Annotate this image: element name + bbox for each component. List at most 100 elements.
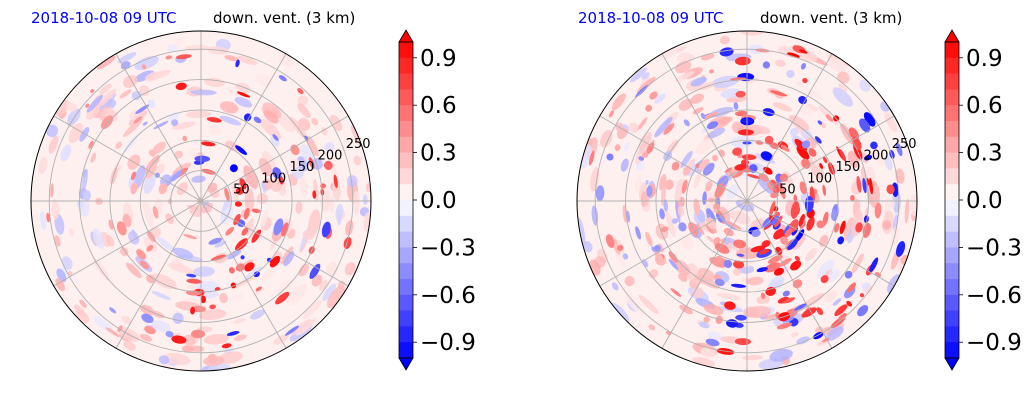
field-blob bbox=[746, 173, 761, 179]
colorbar-segment bbox=[945, 231, 959, 248]
field-blob bbox=[768, 280, 784, 288]
field-blob bbox=[82, 190, 91, 201]
field-blob bbox=[679, 304, 694, 315]
field-blob bbox=[115, 141, 122, 150]
field-blob bbox=[882, 220, 892, 230]
field-blob bbox=[230, 276, 255, 290]
field-blob bbox=[153, 120, 169, 130]
field-blob bbox=[182, 334, 197, 346]
field-blob bbox=[128, 110, 148, 126]
field-blob bbox=[707, 331, 723, 342]
field-blob bbox=[700, 347, 717, 357]
field-blob bbox=[278, 54, 295, 67]
field-blob bbox=[122, 213, 132, 228]
field-blob bbox=[874, 144, 885, 167]
field-blob bbox=[608, 110, 615, 118]
field-blob bbox=[606, 153, 614, 161]
field-blob bbox=[146, 244, 154, 252]
field-blob bbox=[674, 71, 695, 83]
field-blob bbox=[321, 221, 331, 238]
field-blob bbox=[825, 326, 844, 341]
field-blob bbox=[839, 220, 846, 235]
field-blob bbox=[886, 184, 895, 195]
colorbar-segment bbox=[399, 105, 413, 122]
field-blob bbox=[779, 258, 792, 267]
chart-panel-left: 2018-10-08 09 UTC down. vent. (3 km) 50 1… bbox=[30, 9, 476, 372]
colorbar-segment bbox=[945, 215, 959, 233]
field-blob bbox=[807, 103, 818, 112]
field-blob bbox=[66, 101, 77, 112]
field-blob bbox=[716, 213, 723, 223]
field-blob bbox=[588, 150, 595, 166]
ring-label: 150 bbox=[835, 160, 860, 175]
colorbar-segment bbox=[945, 73, 959, 90]
field-blob bbox=[825, 114, 834, 122]
field-blob bbox=[741, 154, 757, 160]
field-blob bbox=[624, 276, 635, 287]
field-blob bbox=[297, 95, 309, 106]
field-blob bbox=[54, 235, 61, 247]
field-blob bbox=[204, 333, 229, 345]
field-blob bbox=[630, 67, 647, 83]
field-blob bbox=[648, 324, 656, 331]
field-blob bbox=[191, 305, 207, 313]
field-blob bbox=[298, 263, 309, 277]
field-blob bbox=[253, 271, 260, 278]
field-blob bbox=[224, 55, 239, 62]
field-blob bbox=[228, 267, 235, 274]
field-blob bbox=[153, 71, 170, 79]
field-blob bbox=[637, 117, 648, 130]
field-blob bbox=[231, 183, 239, 204]
field-blob bbox=[158, 183, 168, 195]
field-blob bbox=[716, 255, 723, 262]
field-blob bbox=[136, 249, 147, 260]
field-blob bbox=[190, 89, 217, 96]
field-blob bbox=[68, 122, 84, 143]
field-blob bbox=[850, 194, 855, 202]
field-blob bbox=[834, 222, 840, 233]
field-blob bbox=[773, 267, 785, 276]
field-blob bbox=[796, 145, 810, 160]
colorbar-extend-max bbox=[944, 29, 960, 43]
colorbar-segment bbox=[945, 168, 959, 185]
field-blob bbox=[175, 54, 192, 60]
field-blob bbox=[90, 152, 97, 163]
field-blob bbox=[86, 94, 104, 113]
field-blob bbox=[578, 218, 586, 246]
field-blob bbox=[75, 309, 90, 324]
field-blob bbox=[735, 90, 746, 98]
field-blob bbox=[645, 231, 653, 247]
ring-label: 150 bbox=[289, 160, 314, 175]
field-blob bbox=[123, 341, 136, 351]
field-blob bbox=[207, 363, 232, 371]
field-blob bbox=[848, 127, 860, 141]
field-blob bbox=[703, 112, 718, 120]
field-blob bbox=[733, 239, 747, 249]
colorbar-tick-label: 0.9 bbox=[966, 46, 1003, 72]
field-blob bbox=[693, 198, 701, 216]
colorbar-tick-label: −0.6 bbox=[420, 283, 476, 309]
field-blob bbox=[675, 199, 681, 224]
field-blob bbox=[590, 167, 600, 192]
field-blob bbox=[142, 121, 148, 126]
field-blob bbox=[827, 57, 847, 73]
field-blob bbox=[794, 303, 808, 311]
field-blob bbox=[801, 307, 817, 318]
field-blob bbox=[350, 125, 361, 143]
field-blob bbox=[862, 177, 867, 194]
field-blob bbox=[188, 345, 205, 352]
field-blob bbox=[692, 107, 704, 115]
field-blob bbox=[134, 55, 159, 71]
colorbar-segment bbox=[399, 152, 413, 169]
field-blob bbox=[243, 113, 252, 122]
field-blob bbox=[844, 270, 853, 279]
field-blob bbox=[675, 60, 692, 74]
field-blob bbox=[634, 176, 642, 194]
field-blob bbox=[799, 49, 808, 54]
field-blob bbox=[235, 145, 248, 156]
field-blob bbox=[272, 167, 282, 179]
field-blob bbox=[798, 213, 805, 227]
plot-boundary bbox=[30, 30, 372, 372]
field-blob bbox=[299, 176, 308, 196]
